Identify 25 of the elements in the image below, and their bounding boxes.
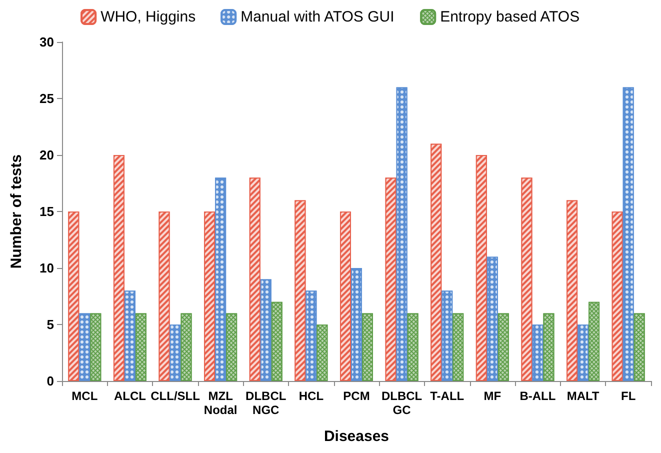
- y-tick-label: 20: [40, 148, 54, 162]
- legend-label: Manual with ATOS GUI: [240, 8, 394, 26]
- x-tick-label: T-ALL: [430, 389, 464, 403]
- x-tick-label: MF: [484, 389, 502, 403]
- x-tick-label: MALT: [566, 389, 600, 403]
- x-tick-label: PCM: [343, 389, 370, 403]
- x-tick-label: MCL: [72, 389, 98, 403]
- x-axis-title: Diseases: [324, 428, 390, 445]
- y-tick-label: 10: [40, 260, 54, 276]
- x-tick-label: DLBCL NGC: [246, 389, 286, 417]
- x-tick-label: HCL: [298, 389, 324, 403]
- y-tick-label: 5: [46, 317, 54, 332]
- y-tick-label: 15: [40, 204, 54, 219]
- x-tick-label: ALCL: [114, 389, 146, 403]
- x-tick-label: MZL Nodal: [204, 389, 238, 417]
- x-tick-label: DLBCL GC: [381, 389, 422, 417]
- y-axis-title: Number of tests: [8, 154, 25, 269]
- y-tick-label: 0: [46, 374, 54, 388]
- x-tick-label: CLL/SLL: [150, 389, 200, 403]
- y-tick-label: 25: [40, 91, 54, 106]
- legend-label: WHO, Higgins: [100, 8, 196, 26]
- x-tick-label: B-ALL: [520, 389, 556, 403]
- legend-label: Entropy based ATOS: [440, 8, 580, 26]
- y-tick-label: 30: [40, 34, 54, 50]
- x-tick-label: FL: [621, 389, 636, 403]
